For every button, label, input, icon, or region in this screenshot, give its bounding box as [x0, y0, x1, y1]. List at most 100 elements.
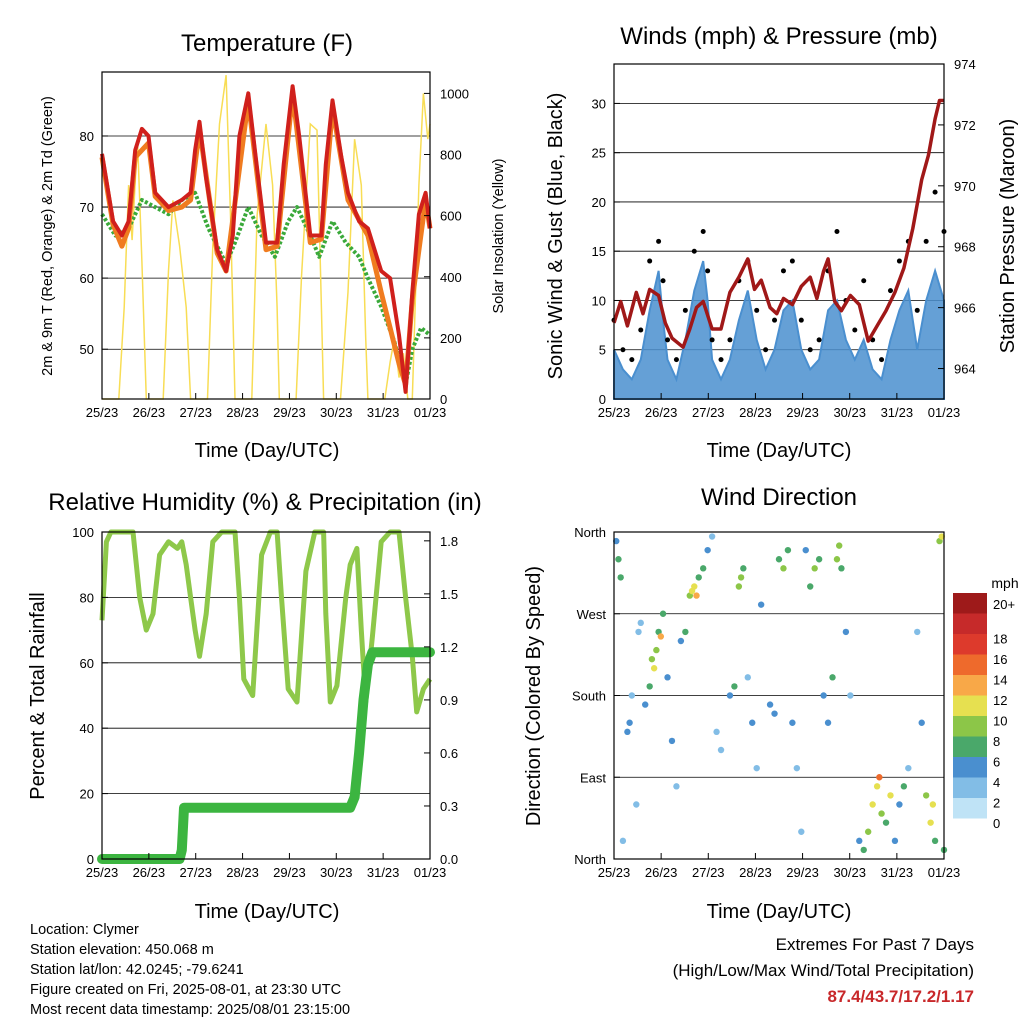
temperature-plot-frame [101, 71, 431, 400]
humidity-panel: Relative Humidity (%) & Precipitation (i… [27, 489, 482, 923]
direction-point [929, 801, 937, 808]
y-right-tick-label: 600 [440, 209, 462, 224]
direction-point [900, 783, 908, 790]
direction-point [613, 537, 620, 545]
direction-point [704, 546, 711, 554]
temp-2m-line [100, 84, 432, 394]
direction-point [735, 583, 743, 590]
direction-point [820, 692, 827, 699]
x-tick-label: 27/23 [692, 405, 725, 420]
y-right-tick-label: 1.2 [440, 640, 458, 655]
y-tick-label: 60 [80, 656, 94, 671]
legend-label: 8 [993, 734, 1000, 749]
latlon-text: Station lat/lon: 42.0245; -79.6241 [30, 962, 244, 978]
winds-xlabel: Time (Day/UTC) [707, 440, 852, 462]
y-tick-label: 40 [80, 721, 94, 736]
gust-point [816, 337, 822, 343]
legend-swatch [953, 675, 987, 696]
x-tick-label: 31/23 [881, 405, 914, 420]
legend-swatch [953, 777, 987, 798]
y-right-tick-label: 0.6 [440, 746, 458, 761]
direction-point [914, 628, 921, 636]
direction-point [789, 719, 796, 726]
gust-point [896, 258, 902, 264]
y-right-tick-label: 0.3 [440, 799, 458, 814]
direction-point [726, 692, 734, 699]
temperature-ylabel-left: 2m & 9m T (Red, Orange) & 2m Td (Green) [40, 96, 56, 376]
legend-swatch [953, 634, 987, 655]
direction-point [699, 565, 707, 572]
gust-point [638, 327, 644, 333]
x-tick-label: 30/23 [833, 865, 866, 880]
legend-swatch [953, 757, 987, 778]
direction-point [624, 728, 631, 736]
x-tick-label: 30/23 [320, 405, 353, 420]
gust-point [705, 268, 711, 274]
legend-label: 2 [993, 796, 1000, 811]
gust-point [620, 347, 626, 353]
relative-humidity-line [99, 529, 433, 715]
direction-title: Wind Direction [701, 484, 857, 511]
y-tick-label: 0 [87, 852, 94, 867]
x-tick-label: 31/23 [367, 405, 400, 420]
humidity-plot-frame [101, 531, 431, 860]
gust-point [718, 357, 724, 363]
direction-point [815, 556, 823, 563]
recent-timestamp-text: Most recent data timestamp: 2025/08/01 2… [30, 1002, 351, 1018]
legend-label: 10 [993, 714, 1007, 729]
direction-panel: Wind Direction 25/23 26/23 27/23 28/23 29/23… [523, 484, 1019, 923]
x-tick-label: 25/23 [598, 865, 631, 880]
x-tick-label: 27/23 [179, 865, 212, 880]
gust-point [914, 307, 920, 313]
x-tick-label: 01/23 [414, 405, 447, 420]
station-info: Location: Clymer Station elevation: 450.… [30, 920, 350, 1020]
direction-point [635, 628, 642, 636]
location-text: Location: Clymer [30, 922, 139, 938]
direction-point [642, 701, 649, 708]
gust-point [807, 347, 813, 353]
gust-point [852, 327, 858, 333]
gust-point [932, 189, 938, 195]
y-tick-label: 15 [592, 244, 606, 259]
y-tick-label: 20 [80, 787, 94, 802]
y-tick-label: North [574, 852, 606, 867]
y-tick-label: 70 [80, 200, 94, 215]
direction-point [838, 565, 845, 572]
y-right-tick-label: 974 [954, 57, 976, 72]
y-right-tick-label: 966 [954, 301, 976, 316]
x-tick-label: 01/23 [414, 865, 447, 880]
direction-point [691, 583, 698, 590]
x-tick-label: 25/23 [86, 865, 119, 880]
gust-point [789, 258, 795, 264]
direction-point [668, 737, 676, 745]
gust-point [887, 288, 893, 294]
y-right-tick-label: 1.8 [440, 534, 458, 549]
y-tick-label: 0 [599, 392, 606, 407]
extremes-values: 87.4/43.7/17.2/1.17 [827, 987, 974, 1006]
direction-point [677, 637, 685, 645]
y-tick-label: 60 [80, 271, 94, 286]
gust-point [673, 357, 679, 363]
temperature-panel: Temperature (F) 25/23 26/23 27/23 28/23 29/2… [40, 30, 507, 462]
direction-point [931, 837, 939, 845]
direction-point [905, 764, 912, 772]
gust-point [772, 317, 778, 323]
x-tick-label: 30/23 [833, 405, 866, 420]
y-tick-label: 5 [599, 343, 606, 358]
x-tick-label: 01/23 [928, 405, 961, 420]
direction-point [860, 846, 867, 854]
y-tick-label: 20 [592, 195, 606, 210]
y-right-tick-label: 0.9 [440, 693, 458, 708]
direction-point [749, 719, 756, 726]
y-right-tick-label: 400 [440, 270, 462, 285]
y-right-tick-label: 970 [954, 179, 976, 194]
x-tick-label: 26/23 [645, 865, 678, 880]
y-right-tick-label: 968 [954, 240, 976, 255]
direction-point [744, 674, 751, 681]
temp-9m-line [99, 90, 433, 388]
x-tick-label: 29/23 [786, 405, 819, 420]
direction-point [922, 792, 930, 799]
x-tick-label: 28/23 [739, 865, 772, 880]
y-tick-label: 80 [80, 129, 94, 144]
